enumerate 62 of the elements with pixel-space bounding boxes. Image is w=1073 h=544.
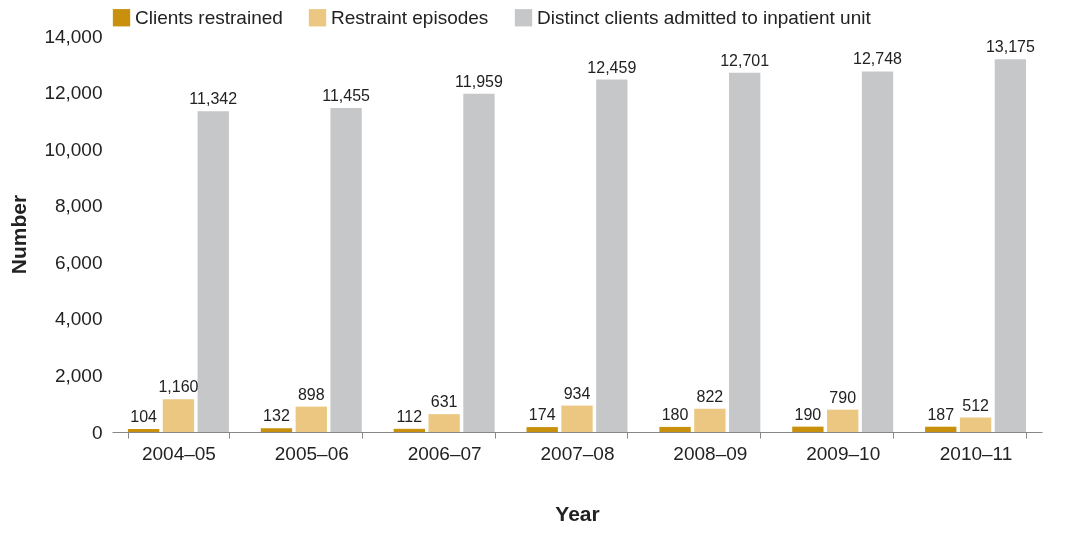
x-tick-label: 2006–07 (407, 442, 482, 464)
data-label: 104 (130, 408, 158, 426)
data-label: 180 (661, 405, 689, 423)
bar (827, 409, 859, 432)
data-label: 1,160 (158, 378, 199, 396)
data-label: 11,342 (189, 90, 238, 108)
bar (463, 93, 495, 432)
data-label: 898 (297, 385, 325, 403)
y-tick-label: 14,000 (44, 25, 103, 47)
x-axis-title: Year (555, 501, 600, 525)
y-tick-label: 6,000 (54, 251, 103, 273)
data-label: 934 (563, 384, 591, 402)
bar (526, 427, 558, 432)
data-label: 12,748 (853, 50, 903, 68)
bar (127, 429, 160, 432)
data-label: 822 (696, 387, 724, 405)
bar (959, 417, 992, 432)
legend-label: Restraint episodes (331, 6, 489, 28)
y-axis-title: Number (7, 194, 31, 275)
data-label: 12,459 (587, 58, 637, 76)
data-label: 631 (430, 393, 458, 411)
y-tick-label: 10,000 (44, 138, 103, 160)
data-label: 512 (962, 396, 990, 414)
bar (792, 426, 824, 432)
y-tick-label: 0 (91, 421, 103, 443)
y-tick-label: 2,000 (54, 364, 103, 386)
x-tick-label: 2010–11 (939, 442, 1013, 464)
bar (428, 414, 460, 432)
bar (330, 107, 362, 432)
y-tick-label: 12,000 (44, 82, 103, 104)
x-tick-label: 2008–09 (673, 442, 748, 464)
bar (260, 428, 293, 432)
bar (694, 408, 726, 432)
bar (393, 428, 425, 432)
data-label: 11,959 (455, 72, 503, 90)
bar (994, 59, 1027, 432)
y-tick-label: 4,000 (54, 308, 103, 330)
bar (561, 405, 593, 432)
data-label: 11,455 (322, 86, 371, 104)
x-tick-label: 2004–05 (141, 442, 216, 464)
x-tick-label: 2005–06 (274, 442, 349, 464)
y-tick-label: 8,000 (54, 195, 103, 217)
bar (295, 406, 327, 432)
bar (162, 399, 195, 432)
legend-label: Clients restrained (135, 6, 283, 28)
bar (659, 426, 691, 432)
legend-label: Distinct clients admitted to inpatient unit (537, 6, 872, 28)
data-label: 112 (396, 407, 423, 425)
bar (925, 426, 957, 432)
bar (729, 72, 761, 432)
x-tick-label: 2007–08 (540, 442, 615, 464)
data-label: 174 (528, 406, 556, 424)
data-label: 132 (263, 407, 290, 425)
bar (596, 79, 628, 432)
data-label: 12,701 (720, 51, 770, 69)
data-label: 187 (927, 405, 955, 423)
bar (197, 111, 229, 432)
bar (861, 71, 894, 432)
x-tick-label: 2009–10 (806, 442, 881, 464)
data-label: 790 (829, 388, 857, 406)
data-label: 190 (794, 405, 822, 423)
data-label: 13,175 (985, 38, 1035, 56)
